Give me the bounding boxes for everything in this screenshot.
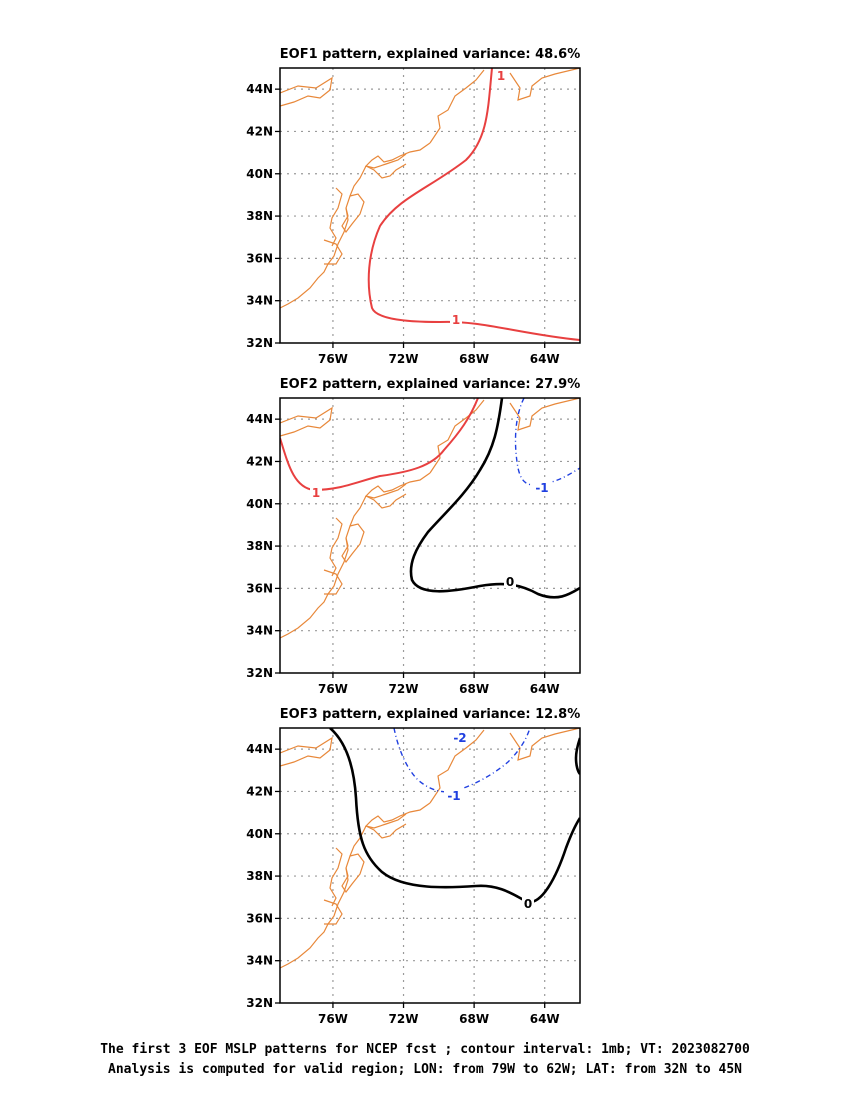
lon-tick-label-2: 68W: [459, 352, 489, 366]
map-frame: [279, 397, 581, 674]
panel-2-plot-area: 1 0 -1: [280, 398, 580, 673]
lat-tick-label-3: 38N: [246, 869, 273, 883]
contour-label-bg-0-0: [495, 68, 507, 82]
contour-label-1-0: -2: [453, 731, 466, 745]
lat-tick-label-5: 34N: [246, 954, 273, 968]
contour-zero-2: [574, 737, 580, 775]
contour-label-1-0: 0: [506, 575, 514, 589]
lat-tick-label-1: 42N: [246, 454, 273, 468]
contour-label-bg-1-1: [444, 788, 464, 802]
lon-tick-label-2: 68W: [459, 682, 489, 696]
panel-2-title: EOF2 pattern, explained variance: 27.9%: [280, 377, 580, 392]
map-frame: [279, 727, 581, 1004]
lat-tick-label-6: 32N: [246, 666, 273, 680]
contour-label-0-0: 0: [524, 897, 532, 911]
lon-tick-label-3: 64W: [530, 352, 560, 366]
contour-pos-0: [367, 68, 580, 341]
lat-tick-label-5: 34N: [246, 294, 273, 308]
contour-zero-0: [329, 728, 580, 904]
lat-tick-label-0: 44N: [246, 742, 273, 756]
lat-tick-label-4: 36N: [246, 251, 273, 265]
footer-line-1: The first 3 EOF MSLP patterns for NCEP f…: [100, 1042, 750, 1057]
contour-pos-0: [280, 398, 479, 492]
lon-tick-label-0: 76W: [318, 682, 348, 696]
lon-tick-label-2: 68W: [459, 1012, 489, 1026]
contour-zero-1: [409, 398, 580, 599]
lon-tick-label-3: 64W: [530, 1012, 560, 1026]
contour-label-bg-1-0: [504, 574, 516, 588]
lat-tick-label-2: 40N: [246, 167, 273, 181]
lat-tick-label-3: 38N: [246, 209, 273, 223]
contour-label-1-1: -1: [447, 789, 460, 803]
map-panel-2: EOF2 pattern, explained variance: 27.9% 1…: [246, 377, 581, 696]
lon-tick-label-0: 76W: [318, 1012, 348, 1026]
lon-tick-label-0: 76W: [318, 352, 348, 366]
panel-3-title: EOF3 pattern, explained variance: 12.8%: [280, 707, 580, 722]
contour-label-2-0: -1: [535, 481, 548, 495]
lon-tick-label-3: 64W: [530, 682, 560, 696]
contour-label-bg-0-0: [310, 485, 322, 499]
lat-tick-label-1: 42N: [246, 784, 273, 798]
coastline: [280, 68, 580, 309]
lat-tick-label-0: 44N: [246, 412, 273, 426]
contour-label-0-0: 1: [497, 69, 505, 83]
contour-label-bg-1-0: [450, 730, 470, 744]
lat-tick-label-6: 32N: [246, 996, 273, 1010]
map-panel-3: EOF3 pattern, explained variance: 12.8% 0…: [246, 707, 581, 1026]
lat-tick-label-0: 44N: [246, 82, 273, 96]
lat-tick-label-4: 36N: [246, 581, 273, 595]
lat-tick-label-3: 38N: [246, 539, 273, 553]
map-panel-1: EOF1 pattern, explained variance: 48.6% 1…: [246, 47, 581, 366]
lat-tick-label-2: 40N: [246, 497, 273, 511]
contour-label-bg-0-0: [522, 896, 534, 910]
panel-3-plot-area: 0 -2 -1: [280, 728, 580, 1003]
lat-tick-label-2: 40N: [246, 827, 273, 841]
lat-tick-label-1: 42N: [246, 124, 273, 138]
lon-tick-label-1: 72W: [389, 352, 419, 366]
lat-tick-label-6: 32N: [246, 336, 273, 350]
contour-label-bg-0-1: [450, 312, 462, 326]
lat-tick-label-4: 36N: [246, 911, 273, 925]
coastline: [280, 728, 580, 969]
panel-1-title: EOF1 pattern, explained variance: 48.6%: [280, 47, 580, 62]
panel-1-plot-area: 11: [280, 68, 580, 343]
footer-line-2: Analysis is computed for valid region; L…: [108, 1062, 742, 1077]
contour-neg-1: [393, 728, 531, 793]
lat-tick-label-5: 34N: [246, 624, 273, 638]
contour-label-0-0: 1: [312, 486, 320, 500]
lon-tick-label-1: 72W: [389, 1012, 419, 1026]
contour-label-bg-2-0: [532, 480, 552, 494]
lon-tick-label-1: 72W: [389, 682, 419, 696]
contour-neg-2: [514, 398, 580, 486]
contour-label-0-1: 1: [452, 313, 460, 327]
map-frame: [279, 67, 581, 344]
coastline: [280, 398, 580, 639]
